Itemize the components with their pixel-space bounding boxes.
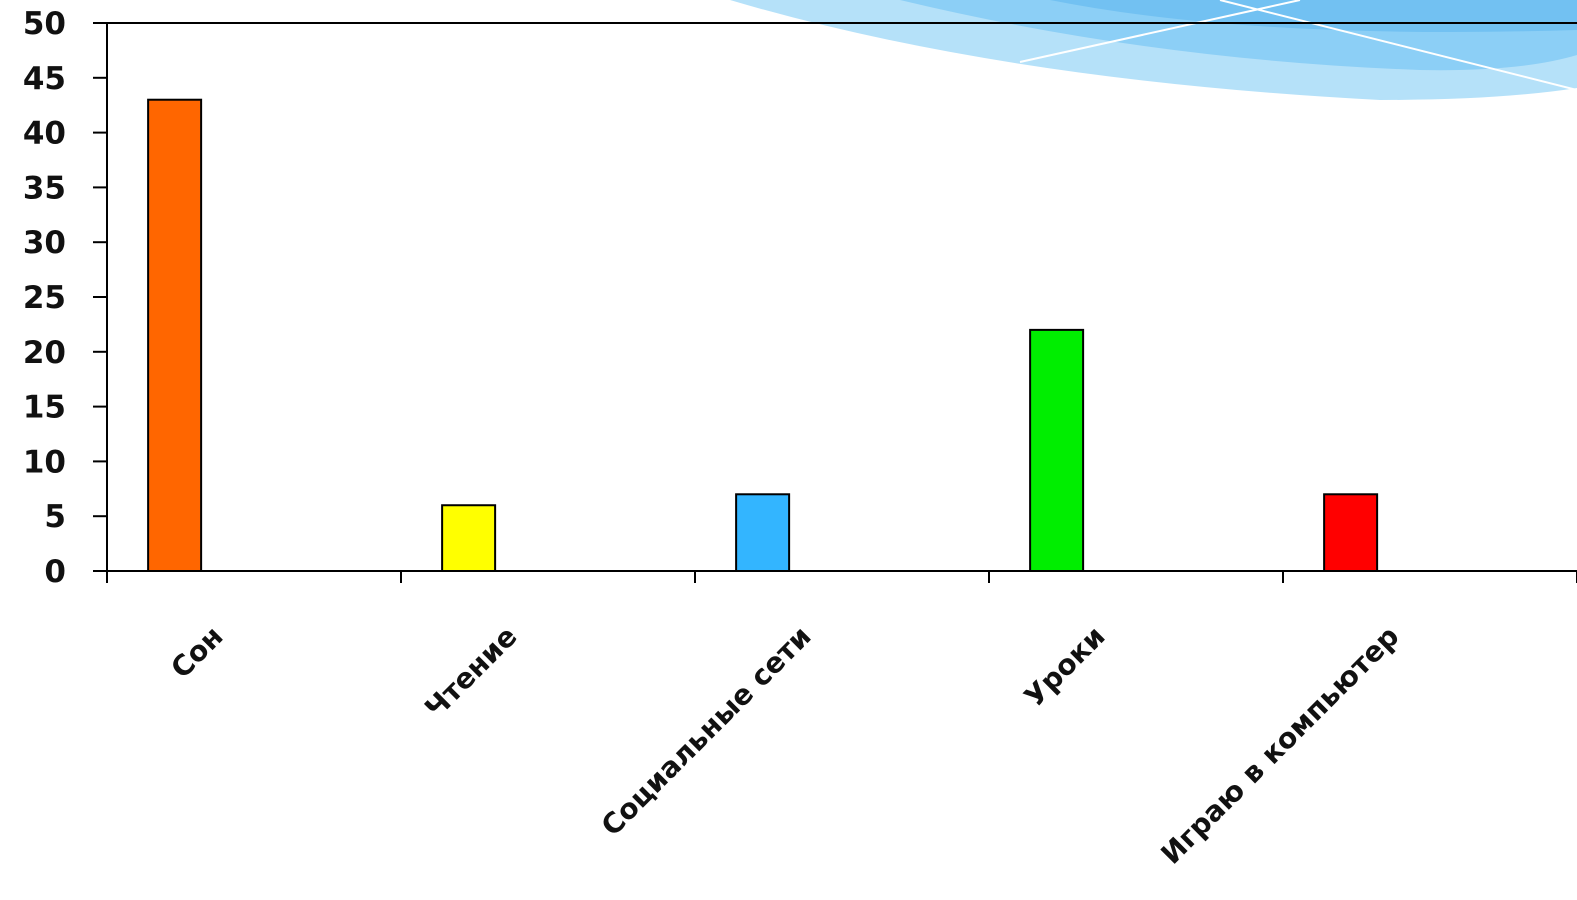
y-tick-label: 30	[23, 225, 66, 261]
x-category-label: Уроки	[1018, 620, 1112, 714]
y-tick-label: 35	[23, 170, 66, 206]
y-tick-label: 10	[23, 444, 66, 480]
decorative-wave	[730, 0, 1577, 100]
bar-4	[1029, 328, 1085, 572]
y-tick-label: 25	[23, 280, 66, 316]
bar-1	[147, 98, 203, 572]
bars	[147, 98, 1379, 572]
labels: 0 5 10 15 20 25 30 35 40 45 50 Сон Чтение Социальные …	[23, 6, 1406, 871]
x-category-label: Играю в компьютер	[1154, 620, 1405, 871]
y-tick-label: 45	[23, 61, 66, 97]
x-category-label: Сон	[164, 620, 229, 685]
bar-3	[735, 493, 791, 572]
x-category-label: Социальные сети	[595, 620, 818, 843]
y-tick-label: 0	[44, 554, 66, 590]
y-tick-label: 20	[23, 335, 66, 371]
bar-5	[1323, 493, 1379, 572]
y-tick-label: 40	[23, 116, 66, 152]
y-tick-label: 5	[44, 499, 66, 535]
x-category-label: Чтение	[418, 620, 523, 725]
bar-2	[441, 504, 497, 572]
y-tick-label: 15	[23, 390, 66, 426]
y-tick-label: 50	[23, 6, 66, 42]
